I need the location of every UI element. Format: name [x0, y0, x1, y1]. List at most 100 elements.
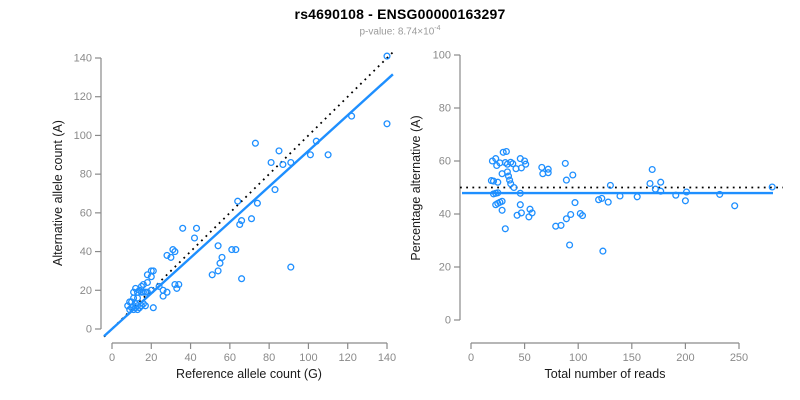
data-point	[599, 247, 607, 255]
data-point	[135, 304, 144, 312]
data-point	[169, 246, 177, 254]
data-point	[132, 284, 140, 292]
data-point	[383, 52, 391, 60]
data-point	[251, 139, 259, 147]
data-point	[143, 271, 151, 279]
y-axis-tick-label: 60	[80, 207, 92, 219]
data-point	[569, 171, 577, 179]
pvalue-exponent: -4	[434, 25, 441, 32]
data-point	[516, 201, 524, 209]
data-point	[232, 246, 240, 254]
y-axis-tick-label: 120	[74, 91, 92, 103]
data-point	[716, 190, 724, 198]
data-point	[139, 300, 147, 308]
data-point	[149, 304, 157, 312]
data-point	[494, 189, 502, 197]
data-point	[501, 225, 509, 233]
data-point	[287, 158, 295, 167]
data-point	[562, 176, 570, 184]
x-axis-tick-label: 0	[468, 352, 474, 364]
data-point	[179, 224, 187, 232]
data-point	[566, 241, 574, 249]
x-axis-tick-label: 0	[109, 352, 115, 364]
data-point	[135, 286, 144, 294]
data-point	[507, 180, 515, 188]
data-point	[133, 294, 142, 302]
chart-title: rs4690108 - ENSG00000163297	[294, 6, 506, 22]
data-point	[218, 253, 226, 261]
data-point	[681, 197, 689, 205]
data-point	[598, 194, 606, 202]
y-axis-tick-label: 0	[445, 315, 451, 327]
x-axis-tick-label: 40	[184, 352, 196, 364]
data-point	[133, 302, 142, 310]
x-axis-tick-label: 200	[676, 352, 694, 364]
data-point	[633, 193, 641, 201]
data-point	[521, 157, 529, 165]
data-point	[522, 160, 530, 168]
data-point	[324, 151, 332, 159]
data-point	[506, 176, 514, 184]
data-point	[132, 304, 140, 312]
data-point	[238, 275, 246, 283]
data-point	[234, 197, 242, 205]
data-point	[171, 280, 179, 289]
data-point	[571, 199, 579, 207]
data-point	[143, 288, 151, 296]
data-point	[141, 302, 149, 310]
data-point	[348, 112, 356, 120]
data-point	[516, 189, 524, 197]
data-point	[646, 179, 654, 188]
data-point	[604, 198, 612, 206]
x-axis-tick-label: 100	[569, 352, 587, 364]
data-point	[503, 168, 511, 176]
data-point	[253, 199, 261, 207]
data-point	[616, 192, 624, 200]
data-point	[147, 273, 155, 281]
data-point	[492, 155, 500, 163]
y-axis-tick-label: 80	[80, 169, 92, 181]
data-point	[130, 288, 138, 296]
data-point	[557, 221, 565, 229]
data-point	[498, 206, 506, 214]
data-point	[510, 183, 518, 192]
data-point	[499, 148, 507, 156]
data-point	[504, 172, 513, 180]
data-point	[214, 242, 222, 250]
data-point	[502, 147, 510, 156]
data-point	[544, 165, 552, 173]
data-point	[657, 187, 665, 195]
data-point	[155, 282, 163, 290]
y-axis-tick-label: 40	[80, 246, 92, 258]
data-point	[287, 263, 295, 271]
data-point	[517, 164, 525, 172]
data-point	[173, 284, 181, 292]
x-axis-tick-label: 140	[378, 352, 396, 364]
left-scatter-plot: 0 20 40 60 80 100 120 140 0 20 40 60 80 100 120 140 Refe…	[51, 51, 396, 381]
data-point	[561, 159, 569, 167]
x-axis-tick-label: 60	[224, 352, 236, 364]
data-point	[544, 169, 552, 177]
x-axis-tick-label: 100	[299, 352, 317, 364]
data-point	[525, 213, 533, 221]
x-axis-tick-label: 80	[263, 352, 275, 364]
data-point	[143, 278, 151, 287]
y-axis-tick-label: 100	[433, 50, 451, 62]
data-point	[489, 177, 498, 185]
data-point	[312, 137, 320, 145]
y-axis-tick-label: 100	[74, 130, 92, 142]
y-axis-tick-label: 140	[74, 53, 92, 65]
data-point	[567, 210, 575, 219]
data-point	[538, 163, 546, 171]
x-axis-tick-label: 120	[339, 352, 357, 364]
x-axis-tick-label: 20	[145, 352, 157, 364]
data-point	[163, 251, 171, 259]
data-point	[383, 120, 391, 128]
data-point	[267, 158, 275, 167]
data-point	[190, 234, 199, 242]
data-point	[498, 197, 506, 205]
data-point	[306, 151, 314, 159]
data-point	[147, 286, 155, 294]
data-point	[768, 183, 776, 191]
